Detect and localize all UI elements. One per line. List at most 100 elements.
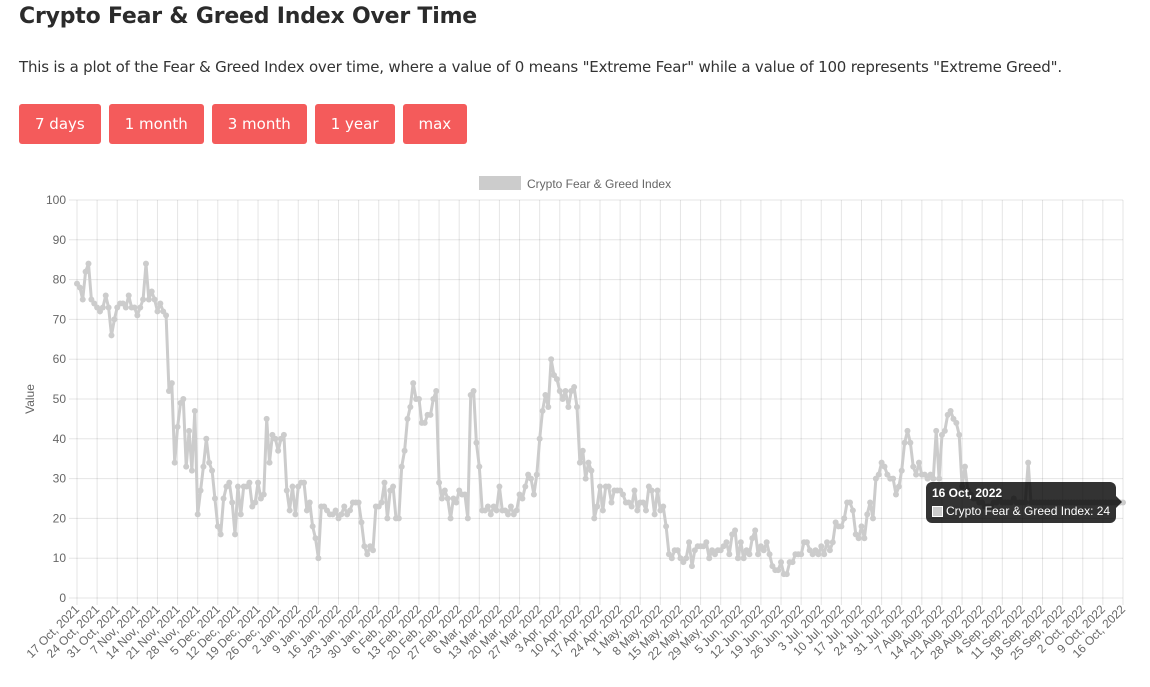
data-point[interactable]: [183, 463, 190, 470]
data-point[interactable]: [157, 300, 164, 307]
data-point[interactable]: [145, 296, 152, 303]
data-point[interactable]: [683, 555, 690, 562]
data-point[interactable]: [838, 523, 845, 530]
data-point[interactable]: [574, 403, 581, 410]
data-point[interactable]: [947, 407, 954, 414]
data-point[interactable]: [605, 483, 612, 490]
data-point[interactable]: [619, 491, 626, 498]
data-point[interactable]: [237, 511, 244, 518]
data-point[interactable]: [913, 471, 920, 478]
data-point[interactable]: [407, 403, 414, 410]
data-point[interactable]: [289, 483, 296, 490]
data-point[interactable]: [565, 403, 572, 410]
data-point[interactable]: [734, 555, 741, 562]
data-point[interactable]: [760, 547, 767, 554]
data-point[interactable]: [229, 499, 236, 506]
data-point[interactable]: [381, 479, 388, 486]
data-point[interactable]: [493, 507, 500, 514]
data-point[interactable]: [303, 507, 310, 514]
data-point[interactable]: [171, 459, 178, 466]
data-point[interactable]: [651, 511, 658, 518]
data-point[interactable]: [861, 535, 868, 542]
data-point[interactable]: [559, 396, 566, 402]
data-point[interactable]: [415, 396, 422, 402]
data-point[interactable]: [640, 499, 647, 506]
data-point[interactable]: [936, 475, 943, 482]
data-point[interactable]: [892, 491, 899, 498]
data-point[interactable]: [76, 284, 83, 291]
data-point[interactable]: [441, 487, 448, 494]
data-point[interactable]: [815, 551, 822, 558]
data-point[interactable]: [775, 567, 782, 574]
data-point[interactable]: [585, 459, 592, 466]
data-point[interactable]: [301, 479, 308, 486]
legend[interactable]: Crypto Fear & Greed Index: [479, 176, 671, 191]
data-point[interactable]: [444, 495, 451, 502]
data-point[interactable]: [398, 463, 405, 470]
data-point[interactable]: [533, 471, 540, 478]
data-point[interactable]: [194, 511, 201, 518]
data-point[interactable]: [217, 531, 224, 538]
data-point[interactable]: [599, 507, 606, 514]
data-point[interactable]: [427, 411, 434, 418]
data-point[interactable]: [798, 551, 805, 558]
data-point[interactable]: [191, 407, 198, 414]
data-point[interactable]: [961, 463, 968, 470]
data-point[interactable]: [915, 459, 922, 466]
data-point[interactable]: [726, 551, 733, 558]
data-point[interactable]: [473, 439, 480, 446]
data-point[interactable]: [401, 447, 408, 454]
data-point[interactable]: [461, 491, 468, 498]
data-point[interactable]: [163, 312, 170, 319]
data-point[interactable]: [85, 260, 92, 267]
data-point[interactable]: [436, 479, 443, 486]
data-point[interactable]: [737, 539, 744, 546]
data-point[interactable]: [266, 459, 273, 466]
data-point[interactable]: [953, 419, 960, 426]
data-point[interactable]: [858, 523, 865, 530]
data-point[interactable]: [390, 483, 397, 490]
range-button-1-year[interactable]: 1 year: [314, 104, 395, 144]
data-point[interactable]: [829, 539, 836, 546]
data-point[interactable]: [309, 523, 316, 530]
data-point[interactable]: [530, 491, 537, 498]
data-point[interactable]: [933, 427, 940, 434]
data-point[interactable]: [904, 427, 911, 434]
data-point[interactable]: [591, 515, 598, 522]
data-point[interactable]: [358, 519, 365, 526]
data-point[interactable]: [421, 419, 428, 426]
data-point[interactable]: [410, 380, 417, 387]
data-point[interactable]: [355, 499, 362, 506]
data-point[interactable]: [137, 304, 144, 311]
data-point[interactable]: [447, 515, 454, 522]
data-point[interactable]: [752, 527, 759, 534]
data-point[interactable]: [783, 571, 790, 578]
data-point[interactable]: [956, 431, 963, 438]
data-point[interactable]: [148, 288, 155, 295]
data-point[interactable]: [496, 483, 503, 490]
data-point[interactable]: [464, 515, 471, 522]
data-point[interactable]: [930, 475, 937, 482]
data-point[interactable]: [232, 531, 239, 538]
data-point[interactable]: [312, 535, 319, 542]
data-point[interactable]: [395, 515, 402, 522]
data-point[interactable]: [206, 459, 213, 466]
data-point[interactable]: [188, 467, 195, 474]
data-point[interactable]: [484, 503, 491, 510]
data-point[interactable]: [209, 467, 216, 474]
data-point[interactable]: [686, 539, 693, 546]
series-points[interactable]: [74, 260, 1126, 578]
data-point[interactable]: [513, 507, 520, 514]
data-point[interactable]: [220, 495, 227, 502]
data-point[interactable]: [803, 539, 810, 546]
data-point[interactable]: [542, 392, 549, 399]
data-point[interactable]: [588, 467, 595, 474]
data-point[interactable]: [582, 475, 589, 482]
data-point[interactable]: [654, 487, 661, 494]
data-point[interactable]: [131, 304, 138, 311]
data-point[interactable]: [211, 495, 218, 502]
data-point[interactable]: [818, 543, 825, 550]
data-point[interactable]: [306, 499, 313, 506]
data-point[interactable]: [378, 499, 385, 506]
data-point[interactable]: [364, 551, 371, 558]
